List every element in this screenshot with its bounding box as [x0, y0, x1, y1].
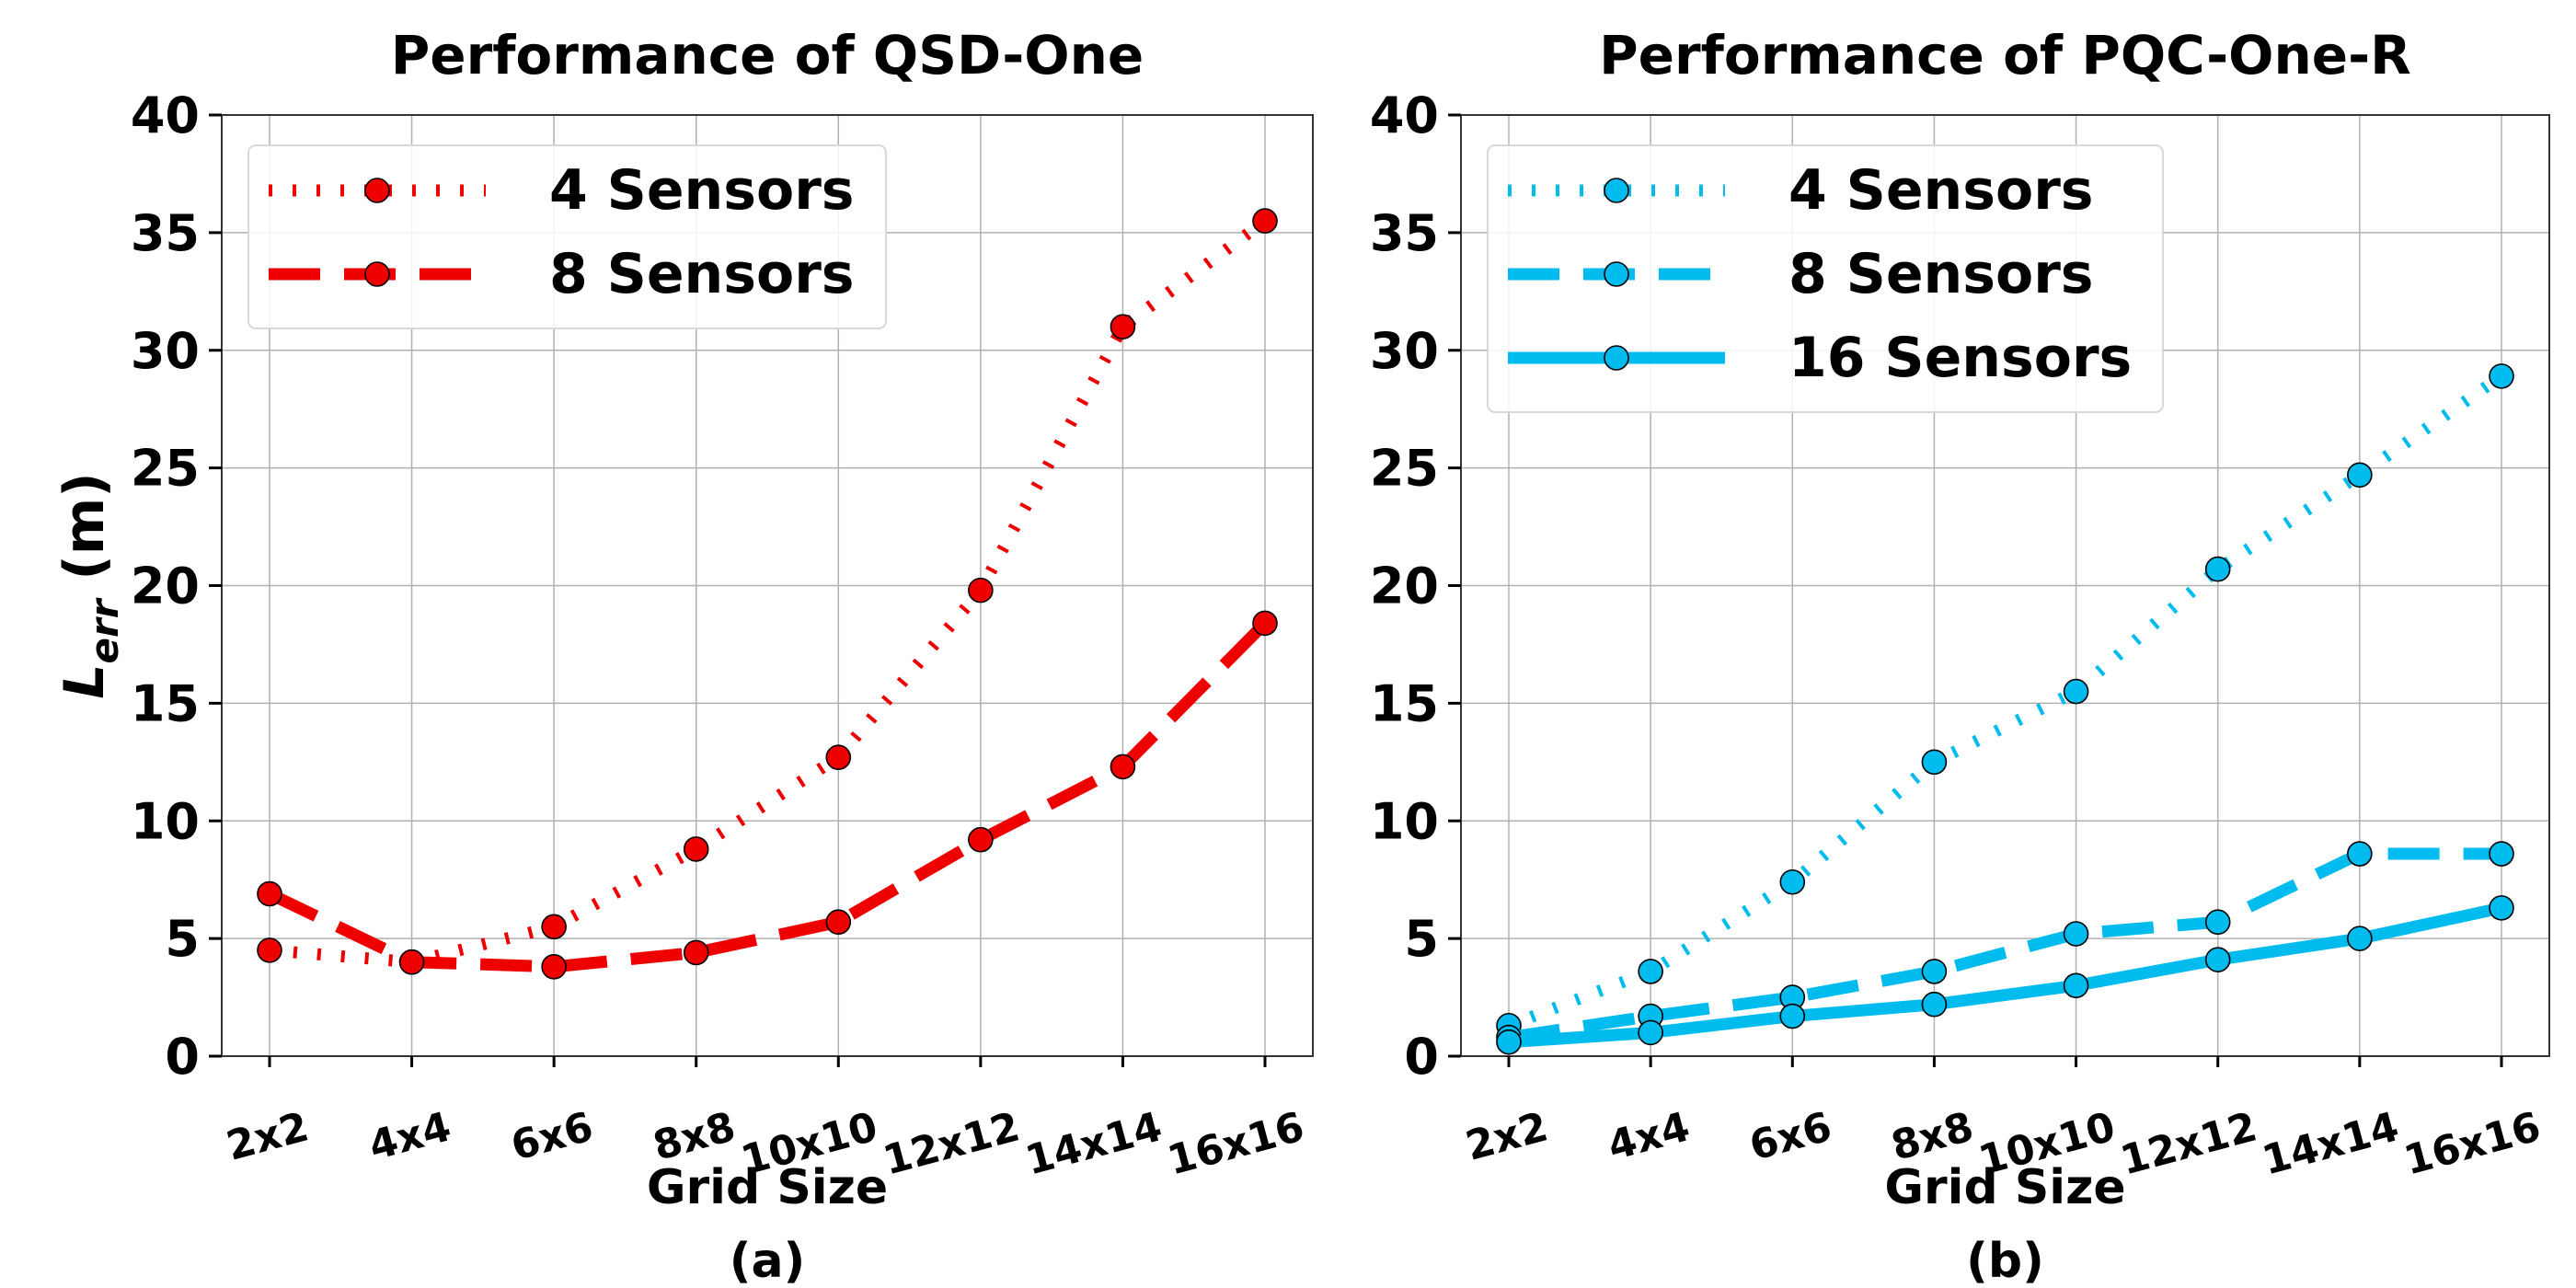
data-point — [1638, 959, 1663, 984]
x-tick-label: 2x2 — [1461, 1103, 1553, 1169]
data-point — [2204, 947, 2231, 972]
data-point — [2204, 556, 2231, 582]
series-line — [267, 618, 1270, 973]
y-axis-label-sub: err — [82, 597, 127, 663]
data-point — [2489, 363, 2514, 389]
data-point — [2063, 921, 2089, 947]
panel-label: (a) — [730, 1234, 806, 1288]
chart-title: Performance of PQC-One-R — [1599, 24, 2411, 86]
data-point — [2347, 462, 2373, 489]
data-point — [968, 826, 994, 853]
data-point — [1779, 868, 1806, 895]
x-axis-label: Grid Size — [647, 1160, 888, 1215]
x-tick-label: 16x16 — [1163, 1103, 1309, 1184]
x-tick-label: 6x6 — [506, 1103, 598, 1169]
y-tick-label: 0 — [165, 1028, 200, 1086]
series-line — [1508, 847, 2501, 1043]
data-point — [825, 744, 852, 770]
y-tick-label: 30 — [1370, 322, 1439, 380]
y-tick-label: 0 — [1404, 1028, 1439, 1086]
y-tick-label: 15 — [131, 674, 200, 732]
x-tick-label: 12x12 — [2116, 1103, 2262, 1184]
x-tick-label: 14x14 — [2258, 1103, 2404, 1184]
series-line — [1508, 902, 2503, 1049]
legend-swatch-marker — [1604, 261, 1629, 287]
x-tick-label: 4x4 — [364, 1103, 456, 1169]
data-point — [257, 880, 282, 907]
y-tick-label: 30 — [131, 322, 200, 380]
x-tick-label: 12x12 — [879, 1103, 1025, 1184]
y-tick-label: 40 — [1370, 86, 1439, 144]
y-tick-label: 20 — [1370, 558, 1439, 615]
y-tick-label: 25 — [1370, 440, 1439, 498]
data-point — [683, 939, 709, 966]
legend-label: 4 Sensors — [549, 158, 855, 223]
legend-swatch-marker — [364, 178, 390, 203]
y-tick-label: 35 — [1370, 204, 1439, 262]
data-point — [1252, 208, 1278, 234]
y-axis-label-main: L — [52, 663, 117, 698]
x-tick-label: 16x16 — [2399, 1103, 2546, 1184]
x-tick-label: 4x4 — [1603, 1103, 1695, 1169]
x-tick-label: 6x6 — [1744, 1103, 1836, 1169]
data-point — [2347, 926, 2373, 951]
y-axis-label-unit: (m) — [52, 472, 117, 599]
data-point — [1638, 1019, 1663, 1046]
data-point — [683, 836, 709, 862]
data-point — [257, 937, 282, 963]
data-point — [2063, 678, 2089, 705]
y-tick-label: 15 — [1370, 674, 1439, 732]
legend-box — [247, 144, 887, 329]
data-point — [2204, 909, 2231, 936]
panel-label: (b) — [1966, 1234, 2044, 1288]
x-axis-label: Grid Size — [1884, 1160, 2125, 1215]
series-8-sensors — [257, 610, 1278, 980]
data-point — [541, 914, 567, 940]
legend-label: 8 Sensors — [1788, 242, 2094, 306]
x-tick-label: 2x2 — [222, 1103, 314, 1169]
legend-swatch-marker — [1604, 178, 1629, 203]
data-point — [1779, 1003, 1806, 1029]
y-tick-label: 5 — [1404, 910, 1439, 968]
y-axis-label: Lerr (m) — [52, 472, 127, 698]
data-point — [1496, 1029, 1522, 1055]
legend: 4 Sensors 8 Sensors 16 Sensors — [1487, 144, 2164, 413]
data-point — [1921, 959, 1948, 984]
data-point — [541, 954, 567, 980]
y-tick-label: 20 — [131, 558, 200, 615]
data-point — [1110, 753, 1136, 780]
data-point — [1921, 991, 1948, 1018]
data-point — [825, 909, 852, 936]
data-point — [2489, 895, 2514, 921]
data-point — [1252, 610, 1278, 637]
legend-swatch-marker — [364, 261, 390, 287]
y-tick-label: 10 — [131, 792, 200, 850]
series-16-sensors — [1496, 895, 2514, 1055]
data-point — [2489, 841, 2514, 867]
y-tick-label: 10 — [1370, 792, 1439, 850]
data-point — [1921, 749, 1948, 776]
y-tick-label: 5 — [165, 910, 200, 968]
data-point — [2063, 972, 2089, 999]
legend-label: 16 Sensors — [1788, 326, 2132, 390]
legend-label: 8 Sensors — [549, 242, 855, 306]
chart-title: Performance of QSD-One — [391, 24, 1144, 86]
x-tick-label: 14x14 — [1020, 1103, 1167, 1184]
y-tick-label: 40 — [131, 86, 200, 144]
legend-box — [1487, 144, 2164, 413]
y-tick-label: 25 — [131, 440, 200, 498]
data-point — [1110, 314, 1136, 339]
data-point — [398, 949, 425, 975]
legend: 4 Sensors 8 Sensors — [247, 144, 887, 329]
y-tick-label: 35 — [131, 204, 200, 262]
data-point — [2347, 841, 2373, 867]
legend-label: 4 Sensors — [1788, 158, 2094, 223]
data-point — [968, 577, 994, 604]
legend-swatch-marker — [1604, 345, 1629, 371]
